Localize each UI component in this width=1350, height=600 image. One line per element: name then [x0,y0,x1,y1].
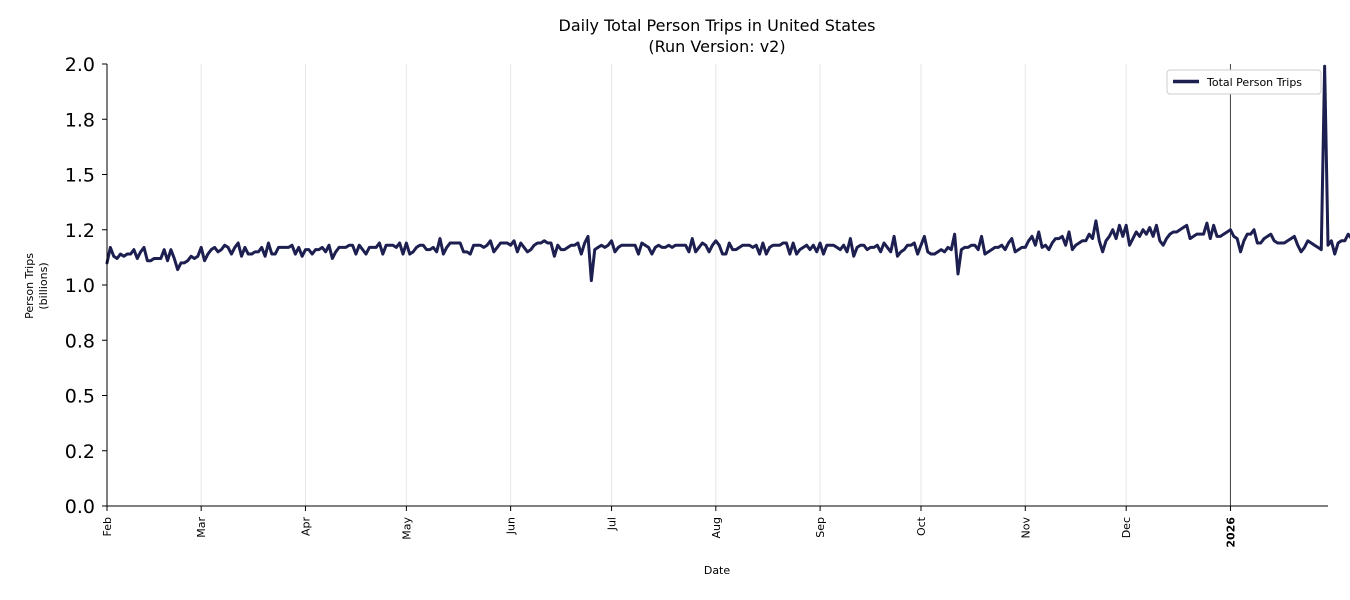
y-tick-label: 0.5 [65,386,95,408]
legend: Total Person Trips [1166,69,1322,95]
y-tick-label: 2.0 [65,54,95,76]
x-tick-label: Mar [195,517,208,538]
chart-title: Daily Total Person Trips in United State… [559,16,876,35]
x-tick-label: Apr [299,517,312,537]
y-tick-label: 1.8 [65,109,95,131]
y-axis-label-line-1: Person Trips [23,253,36,319]
y-tick-label: 1.5 [65,165,95,187]
x-tick-label: Oct [915,516,928,536]
ticks-layer: 0.0 0.2 0.5 0.8 1.0 1.2 1.5 1.8 2.0 Feb Mar Apr May J… [65,54,1238,548]
y-tick-label: 1.0 [65,275,95,297]
y-axis-label-line-2: (billions) [37,262,50,309]
x-tick-label: May [400,517,413,540]
series-line-total-person-trips [105,64,1350,283]
series-layer [105,64,1350,283]
x-tick-label: Nov [1019,517,1032,539]
legend-label: Total Person Trips [1206,76,1302,89]
y-tick-label: 1.2 [65,220,95,242]
chart-subtitle: (Run Version: v2) [648,37,785,56]
x-tick-label: 2026 [1224,517,1237,548]
x-tick-label: Dec [1120,517,1133,538]
x-tick-label: Aug [710,517,723,538]
y-tick-label: 0.8 [65,330,95,352]
y-tick-label: 0.0 [65,496,95,518]
y-tick-label: 0.2 [65,441,95,463]
x-tick-label: Jun [505,517,518,535]
x-tick-label: Jul [606,517,619,531]
legend-box [1166,69,1322,95]
x-tick-label: Feb [101,517,114,536]
axes-layer [106,64,1328,507]
grid-layer [106,64,1231,506]
x-axis-label: Date [704,564,731,577]
x-tick-label: Sep [814,517,827,538]
